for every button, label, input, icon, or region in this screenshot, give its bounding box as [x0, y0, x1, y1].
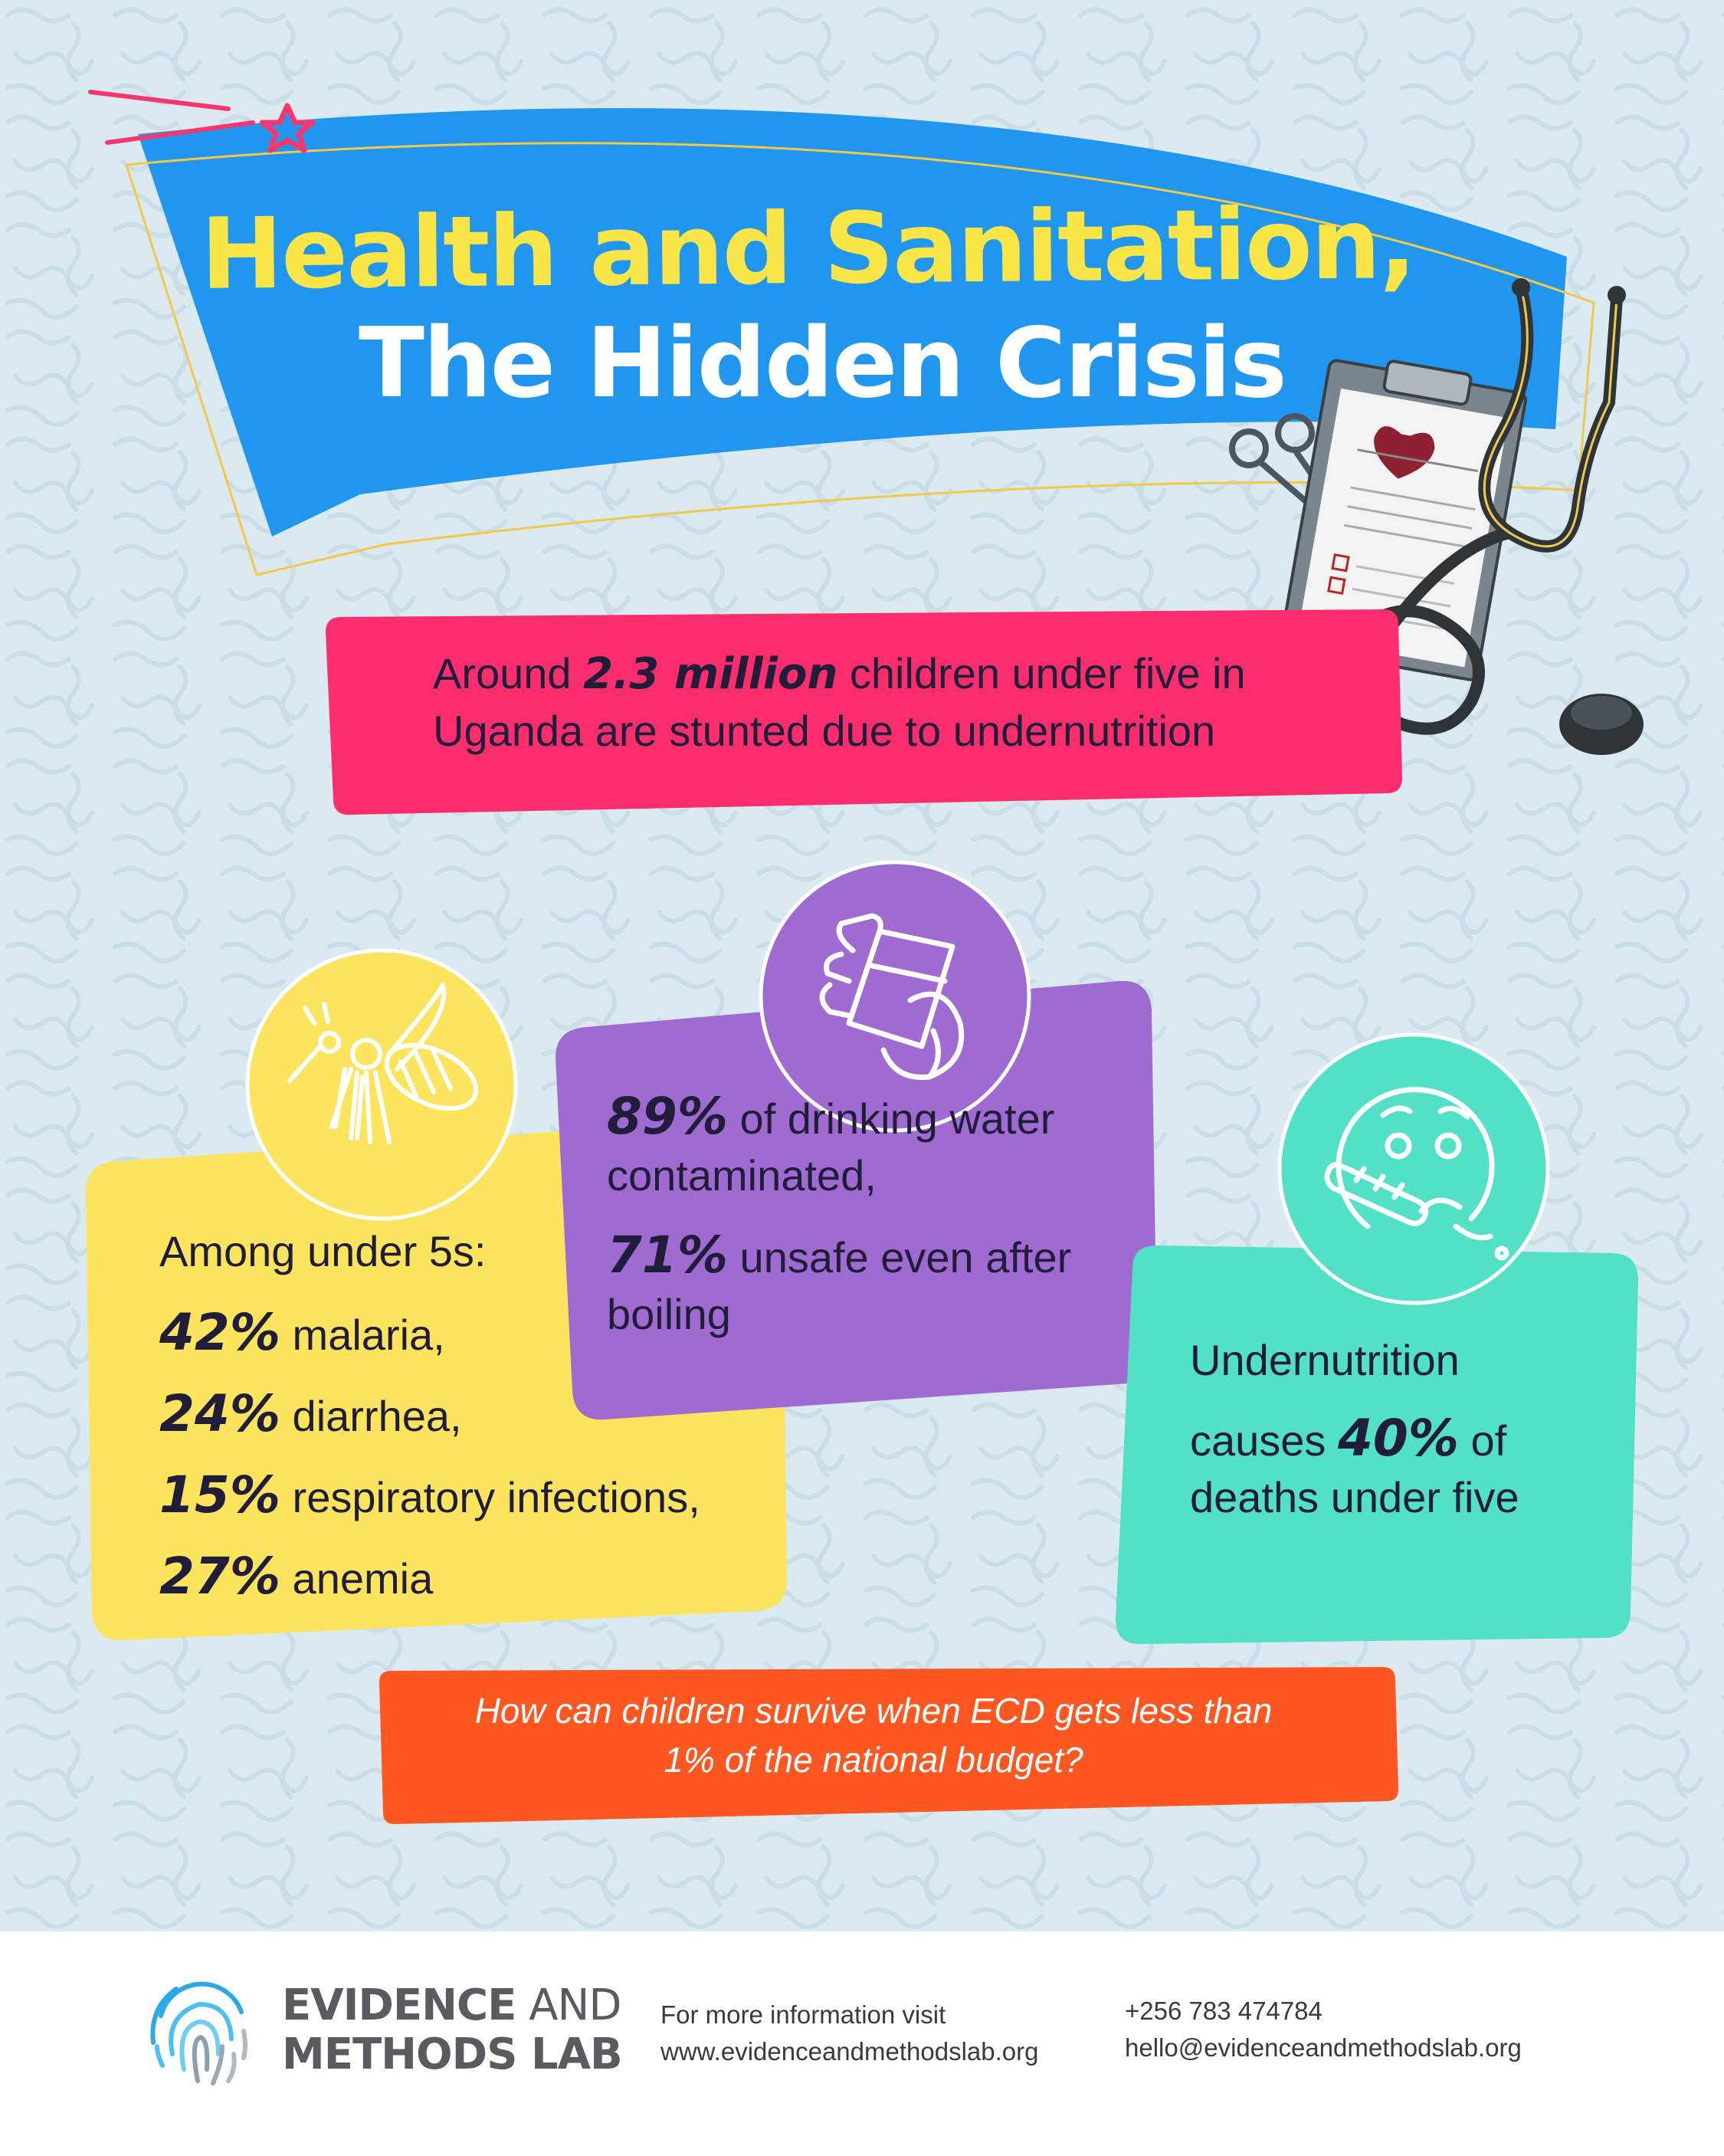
fingerprint-logo-icon — [150, 1981, 247, 2085]
water-text-2a: unsafe even after — [727, 1233, 1072, 1281]
under5-item-diarrhea: 24% diarrhea, — [159, 1373, 803, 1455]
stunting-suffix: children under five in — [837, 649, 1246, 697]
anemia-pct: 27% — [159, 1547, 280, 1606]
mosquito-icon — [245, 948, 518, 1221]
under5-text: Among under 5s: 42% malaria, 24% diarrhe… — [159, 1211, 803, 1617]
brand-line-2: METHODS LAB — [282, 2030, 623, 2079]
website-link[interactable]: www.evidenceandmethodslab.org — [660, 2037, 1039, 2066]
question-line-1: How can children survive when ECD gets l… — [474, 1691, 1273, 1731]
water-text: 89% of drinking water contaminated, 71% … — [607, 1088, 1143, 1343]
star-icon — [88, 90, 316, 153]
stunting-line-2: Uganda are stunted due to undernutrition — [433, 707, 1216, 755]
brand-word-1: EVIDENCE — [282, 1980, 516, 2030]
info-label: For more information visit — [660, 2000, 946, 2029]
title-banner — [88, 90, 1595, 576]
water-box — [556, 981, 1157, 1420]
footer-website-block: For more information visit www.evidencea… — [660, 1997, 1038, 2070]
malaria-label: malaria, — [280, 1311, 445, 1359]
question-line-2: 1% of the national budget? — [664, 1740, 1083, 1780]
stunting-prefix: Around — [433, 649, 584, 697]
water-text-2b: boiling — [607, 1290, 731, 1338]
contaminated-pct: 89% — [607, 1087, 728, 1146]
undernutrition-box — [1116, 1245, 1638, 1644]
stunting-box — [326, 609, 1402, 815]
water-text-1a: of drinking water — [727, 1094, 1055, 1143]
email-link[interactable]: hello@evidenceandmethodslab.org — [1125, 2033, 1522, 2062]
brand-word-2: AND — [516, 1980, 621, 2030]
undernutrition-line-1: Undernutrition — [1190, 1336, 1460, 1384]
question-box — [379, 1667, 1398, 1824]
undernutrition-line-3: deaths under five — [1190, 1473, 1519, 1521]
water-text-1b: contaminated, — [607, 1151, 877, 1199]
footer — [0, 1931, 1724, 2156]
diarrhea-label: diarrhea, — [280, 1392, 462, 1440]
undernutrition-prefix: causes — [1190, 1416, 1338, 1465]
respiratory-label: respiratory infections, — [280, 1473, 700, 1521]
question-text: How can children survive when ECD gets l… — [414, 1686, 1333, 1784]
stethoscope-clipboard-icon — [1229, 278, 1644, 755]
undernutrition-text: Undernutrition causes 40% of deaths unde… — [1190, 1332, 1619, 1526]
stunting-highlight: 2.3 million — [583, 649, 838, 699]
deaths-pct: 40% — [1338, 1409, 1459, 1468]
undernutrition-suffix: of — [1458, 1416, 1507, 1465]
under5-item-malaria: 42% malaria, — [159, 1292, 803, 1373]
sick-face-thermometer-icon — [1277, 1032, 1550, 1305]
anemia-label: anemia — [280, 1554, 434, 1603]
diarrhea-pct: 24% — [159, 1384, 280, 1443]
footer-contact-block: +256 783 474784 hello@evidenceandmethods… — [1125, 1993, 1522, 2066]
stunting-text: Around 2.3 million children under five i… — [433, 645, 1391, 760]
malaria-pct: 42% — [159, 1303, 280, 1362]
water-glass-icon — [759, 860, 1031, 1133]
brand-name: EVIDENCE AND METHODS LAB — [282, 1980, 623, 2079]
respiratory-pct: 15% — [159, 1465, 280, 1524]
unsafe-pct: 71% — [607, 1226, 728, 1285]
under5-heading: Among under 5s: — [159, 1227, 487, 1275]
under5-item-respiratory: 15% respiratory infections, — [159, 1455, 803, 1536]
phone-number[interactable]: +256 783 474784 — [1125, 1997, 1322, 2025]
under5-item-anemia: 27% anemia — [159, 1536, 803, 1617]
title-line-2: The Hidden Crisis — [359, 307, 1287, 419]
